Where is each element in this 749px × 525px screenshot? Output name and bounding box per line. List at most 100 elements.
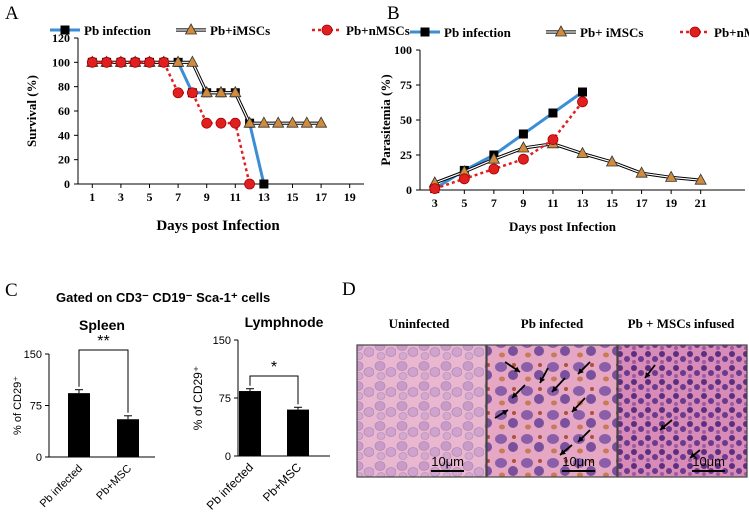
data-point-1 [186, 55, 199, 67]
bar-0 [68, 393, 90, 457]
x-tick-label: 17 [315, 190, 327, 204]
data-point-2 [115, 56, 127, 68]
category-label: Pb infected [38, 463, 85, 510]
significance-marker: ** [97, 333, 109, 350]
arrowhead-icon [502, 410, 508, 416]
category-label: Pb+MSC [260, 460, 304, 504]
data-point-2 [429, 183, 441, 195]
significance-bracket [249, 375, 299, 405]
x-tick-label: 5 [147, 190, 153, 204]
x-tick-label: 3 [118, 190, 124, 204]
data-point-0 [259, 179, 269, 189]
arrowhead-icon [552, 386, 558, 392]
image-title: Pb infected [521, 316, 584, 331]
x-tick-label: 9 [520, 196, 526, 210]
y-axis-label: % of CD29⁺ [12, 376, 24, 435]
y-tick-label: 60 [58, 104, 70, 118]
y-tick-label: 75 [219, 393, 231, 405]
x-tick-label: 17 [636, 196, 648, 210]
gating-title: Gated on CD3⁻ CD19⁻ Sca-1⁺ cells [56, 290, 270, 305]
x-tick-label: 13 [258, 190, 270, 204]
histology-panel: D Uninfected 10μm Pb infected 10μm Pb + MSCs … [342, 279, 748, 478]
x-tick-label: 7 [175, 190, 181, 204]
x-axis-label: Days post Infection [156, 218, 280, 234]
x-tick-label: 15 [606, 196, 618, 210]
legend-marker [321, 24, 333, 36]
y-tick-label: 100 [394, 43, 412, 57]
x-tick-label: 19 [665, 196, 677, 210]
data-point-2 [129, 56, 141, 68]
y-tick-label: 25 [400, 148, 412, 162]
data-point-1 [694, 173, 707, 185]
significance-marker: * [271, 359, 277, 376]
legend-label: Pb+nMSCs [714, 25, 749, 40]
legend-marker [184, 23, 198, 35]
image-title: Uninfected [389, 316, 450, 331]
image-title: Pb + MSCs infused [628, 316, 736, 331]
data-point-1 [171, 55, 185, 67]
data-point-1 [257, 116, 271, 128]
x-tick-label: 1 [89, 190, 95, 204]
legend-marker [689, 26, 701, 38]
y-tick-label: 20 [58, 153, 70, 167]
data-point-1 [605, 155, 619, 167]
data-point-2 [229, 117, 241, 129]
arrowhead-icon [560, 449, 566, 455]
y-axis-label: % of CD29⁺ [191, 366, 205, 430]
panel-label: B [387, 3, 400, 24]
legend-marker [420, 27, 430, 37]
x-tick-label: 5 [461, 196, 467, 210]
arrowhead-icon [539, 377, 546, 383]
y-tick-label: 0 [64, 177, 70, 191]
data-point-1 [664, 170, 678, 182]
data-point-2 [144, 56, 155, 68]
lymphnode-bar-chart: Lymphnode 0 75 150 % of CD29⁺ Pb infected Pb+M… [191, 314, 330, 513]
data-point-0 [518, 129, 528, 139]
parasitemia-chart: B 0 25 50 75 100 3 5 7 9 11 13 15 17 19 21 Days post Inf… [378, 3, 749, 234]
data-point-2 [458, 173, 470, 185]
data-point-2 [201, 117, 213, 129]
data-point-1 [576, 146, 589, 159]
x-tick-label: 13 [577, 196, 589, 210]
legend-label: Pb infection [84, 23, 152, 38]
data-point-2 [547, 134, 559, 146]
data-point-0 [548, 108, 558, 118]
arrowhead-icon [572, 406, 578, 412]
y-tick-label: 40 [58, 128, 70, 142]
data-point-1 [200, 85, 213, 98]
arrowhead-icon [578, 436, 584, 442]
y-axis-label: Parasitemia (%) [378, 74, 393, 165]
data-point-2 [244, 178, 256, 190]
legend-label: Pb infection [444, 25, 512, 40]
chart-title: Lymphnode [245, 314, 324, 330]
data-point-1 [229, 85, 242, 98]
arrowhead-icon [512, 392, 518, 398]
scale-bar-label: 10μm [431, 454, 464, 469]
data-point-1 [214, 85, 228, 98]
data-point-2 [518, 153, 529, 165]
bar-1 [287, 409, 309, 456]
y-tick-label: 150 [213, 335, 231, 347]
legend-label: Pb+iMSCs [210, 23, 270, 38]
y-tick-label: 0 [225, 451, 231, 463]
arrowhead-icon [645, 372, 651, 378]
data-point-1 [243, 116, 256, 128]
scale-bar-label: 10μm [562, 454, 595, 469]
y-tick-label: 0 [36, 452, 42, 464]
significance-bracket [78, 349, 129, 413]
data-point-2 [101, 56, 112, 68]
category-label: Pb+MSC [94, 463, 134, 503]
legend-marker [554, 25, 568, 37]
y-tick-label: 75 [30, 401, 42, 413]
x-tick-label: 11 [230, 190, 241, 204]
arrowhead-icon [690, 452, 696, 458]
data-point-1 [286, 116, 299, 128]
y-tick-label: 50 [400, 113, 412, 127]
scale-bar-label: 10μm [692, 454, 725, 469]
y-tick-label: 100 [52, 55, 70, 69]
arrowhead-icon [578, 368, 584, 374]
category-label: Pb infected [204, 460, 256, 512]
y-axis-label: Survival (%) [24, 75, 39, 147]
legend-label: Pb+ iMSCs [580, 25, 643, 40]
